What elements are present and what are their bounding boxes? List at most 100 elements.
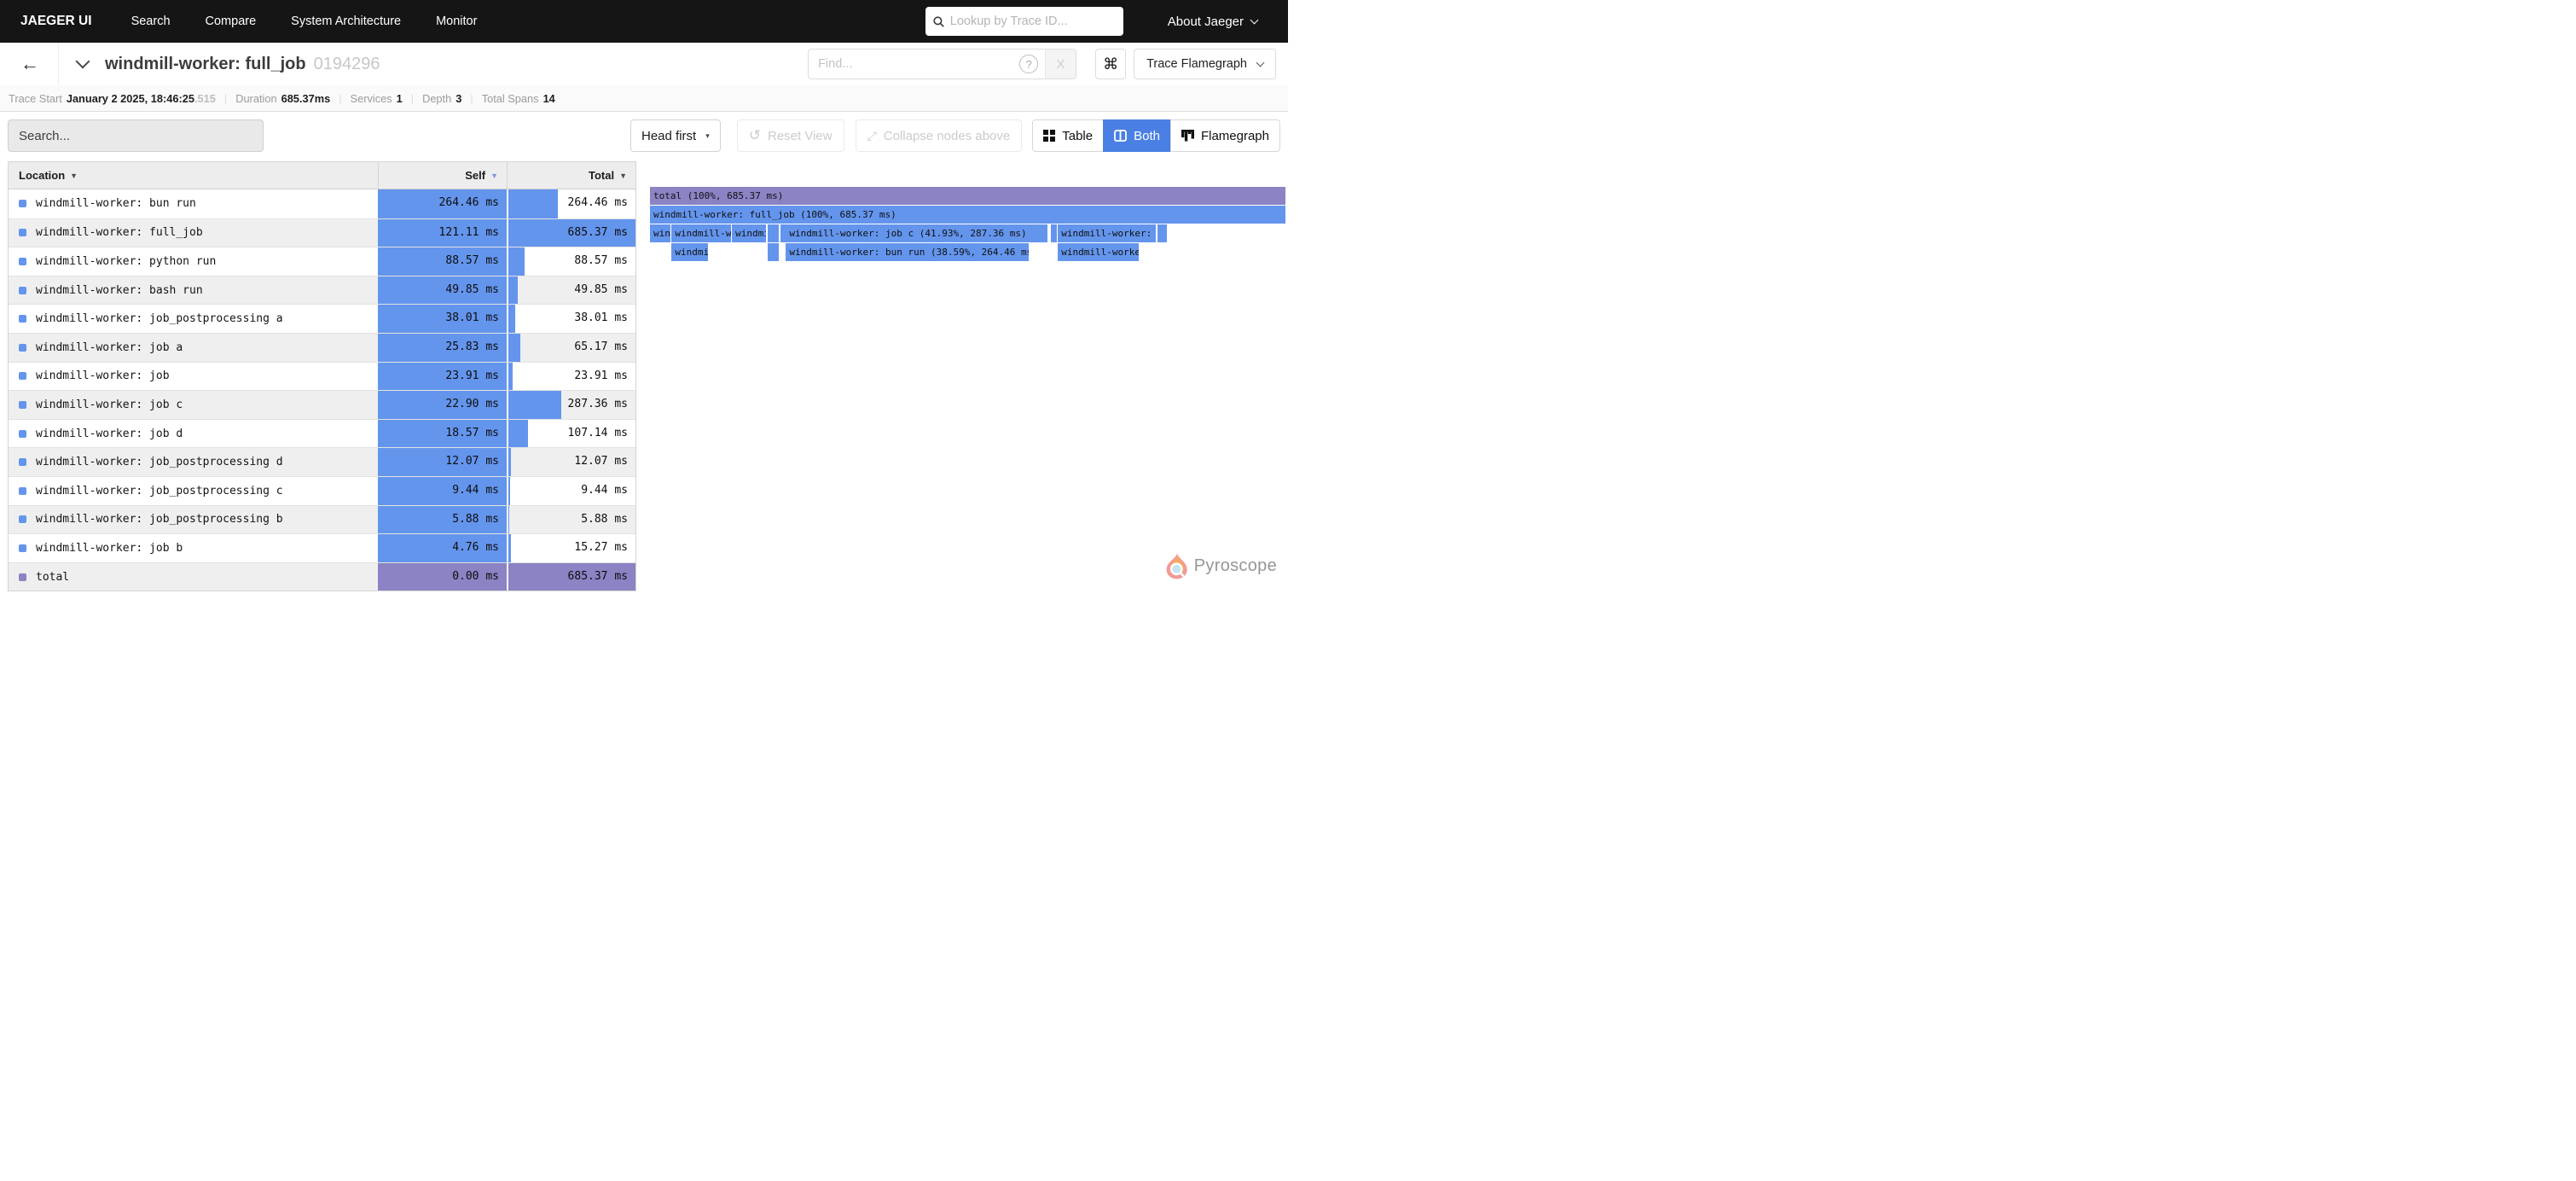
collapse-nodes-above-button[interactable]: ⤢ Collapse nodes above — [855, 119, 1023, 152]
self-cell-value: 9.44 ms — [452, 483, 499, 497]
value-bar — [378, 448, 507, 476]
table-row[interactable]: windmill-worker: job b 4.76 ms 15.27 ms — [9, 533, 635, 562]
flame-segment[interactable] — [767, 224, 780, 242]
value-bar — [508, 305, 516, 333]
location-column-header[interactable]: Location ▼ — [9, 162, 378, 189]
location-label: windmill-worker: job — [36, 369, 170, 383]
value-bar — [508, 448, 511, 476]
self-cell-value: 0.00 ms — [452, 569, 499, 583]
self-cell-value: 49.85 ms — [445, 282, 499, 296]
table-row[interactable]: windmill-worker: job d 18.57 ms 107.14 ms — [9, 418, 635, 448]
flamegraph-canvas: total (100%, 685.37 ms) windmill-worker: … — [650, 186, 1285, 289]
jaeger-ui-logo[interactable]: JAEGER UI — [20, 14, 92, 28]
table-row[interactable]: windmill-worker: job_postprocessing d 12.… — [9, 447, 635, 476]
row-color-icon — [19, 372, 26, 381]
value-bar — [508, 247, 525, 276]
nav-item-system-architecture[interactable]: System Architecture — [291, 15, 402, 28]
location-label: windmill-worker: job a — [36, 340, 183, 354]
table-header-row: Location ▼ Self ▼ Total ▼ — [9, 162, 635, 189]
view-toggle-flamegraph[interactable]: Flamegraph — [1169, 119, 1280, 152]
help-icon[interactable]: ? — [1019, 55, 1039, 73]
find-input[interactable]: Find... — [818, 57, 853, 71]
about-jaeger-menu[interactable]: About Jaeger — [1168, 15, 1259, 29]
table-row[interactable]: windmill-worker: job c 22.90 ms 287.36 ms — [9, 390, 635, 419]
value-bar — [378, 391, 507, 419]
flame-segment[interactable]: windmill-worker: job (3.49%, 23.91 ms) — [650, 224, 670, 242]
total-column-header[interactable]: Total ▼ — [507, 162, 635, 189]
table-row[interactable]: windmill-worker: job 23.91 ms 23.91 ms — [9, 361, 635, 391]
total-cell-value: 685.37 ms — [567, 569, 628, 583]
location-cell: windmill-worker: job b — [9, 534, 378, 562]
nav-item-search[interactable]: Search — [131, 15, 171, 28]
table-row[interactable]: windmill-worker: bun run 264.46 ms 264.46 … — [9, 189, 635, 218]
location-cell: windmill-worker: job — [9, 363, 378, 391]
trace-view-select[interactable]: Trace Flamegraph — [1134, 49, 1276, 79]
view-toggle-table[interactable]: Table — [1032, 119, 1105, 152]
clear-find-button[interactable]: X — [1045, 49, 1076, 79]
flame-segment[interactable]: windmill-worker: job_postprocessing a (5… — [732, 224, 767, 242]
flame-segment[interactable]: windmill-worker: job a (9.51%, 65.17 ms) — [671, 224, 731, 242]
sort-order-value: Head first — [641, 128, 697, 143]
value-bar — [508, 276, 518, 305]
value-bar — [378, 476, 507, 505]
location-label: windmill-worker: job_postprocessing b — [36, 513, 283, 527]
flamegraph-search-input[interactable]: Search... — [8, 119, 264, 152]
location-cell: windmill-worker: full_job — [9, 219, 378, 247]
table-row[interactable]: total 0.00 ms 685.37 ms — [9, 561, 635, 591]
sort-order-select[interactable]: Head first ▾ — [630, 119, 721, 152]
flame-segment[interactable]: windmill-worker: job c (41.93%, 287.36 m… — [786, 224, 1048, 242]
self-header-label: Self — [465, 169, 486, 182]
keyboard-shortcuts-button[interactable]: ⌘ — [1095, 49, 1127, 79]
table-row[interactable]: windmill-worker: job_postprocessing b 5.8… — [9, 504, 635, 534]
total-cell-value: 264.46 ms — [567, 196, 628, 209]
total-cell: 65.17 ms — [507, 333, 635, 362]
trace-id-lookup-input[interactable]: Lookup by Trace ID... — [925, 7, 1123, 36]
nav-item-monitor[interactable]: Monitor — [436, 15, 478, 28]
table-row[interactable]: windmill-worker: bash run 49.85 ms 49.85 m… — [9, 275, 635, 305]
flame-segment[interactable]: windmill-worker: full_job (100%, 685.37 … — [650, 205, 1285, 224]
view-toggle-both[interactable]: Both — [1103, 119, 1171, 152]
total-cell: 685.37 ms — [507, 218, 635, 247]
flame-segment[interactable]: windmill-worker: bun run (38.59%, 264.46… — [786, 243, 1029, 262]
total-cell-value: 287.36 ms — [567, 398, 628, 411]
table-row[interactable]: windmill-worker: job_postprocessing c 9.4… — [9, 475, 635, 505]
flame-segment[interactable] — [1051, 224, 1057, 242]
row-color-icon — [19, 315, 26, 323]
location-header-label: Location — [19, 169, 66, 182]
trace-start-value: January 2 2025, 18:46:25 — [66, 91, 194, 105]
flame-segment[interactable] — [1157, 224, 1168, 242]
row-color-icon — [19, 486, 26, 495]
arrow-left-icon: ← — [20, 53, 39, 74]
location-cell: windmill-worker: job_postprocessing c — [9, 477, 378, 505]
services-value: 1 — [396, 91, 403, 105]
location-label: windmill-worker: job_postprocessing a — [36, 312, 283, 326]
table-row[interactable]: windmill-worker: job_postprocessing a 38.… — [9, 304, 635, 333]
flamegraph-icon — [1181, 130, 1194, 142]
trace-view-select-value: Trace Flamegraph — [1146, 57, 1247, 71]
table-row[interactable]: windmill-worker: python run 88.57 ms 88.57… — [9, 247, 635, 276]
self-column-header[interactable]: Self ▼ — [378, 162, 507, 189]
flame-segment[interactable]: total (100%, 685.37 ms) — [650, 186, 1285, 205]
location-cell: windmill-worker: job c — [9, 391, 378, 419]
location-label: total — [36, 570, 70, 584]
trace-header-controls: Find... ? X ⌘ Trace Flamegraph — [808, 49, 1276, 79]
self-cell-value: 23.91 ms — [445, 369, 499, 382]
view-toggle-group: Table Both Flamegraph — [1032, 119, 1280, 152]
nav-item-compare[interactable]: Compare — [205, 15, 257, 28]
flame-segment[interactable] — [767, 243, 780, 262]
back-button[interactable]: ← — [0, 43, 58, 85]
divider: | — [339, 91, 342, 105]
collapse-trace-chevron-icon[interactable] — [75, 54, 90, 69]
table-row[interactable]: windmill-worker: job a 25.83 ms 65.17 ms — [9, 332, 635, 362]
view-toggle-both-label: Both — [1134, 128, 1160, 143]
flame-segment[interactable] — [780, 224, 786, 242]
value-bar — [378, 419, 507, 448]
table-row[interactable]: windmill-worker: full_job 121.11 ms 685.37… — [9, 218, 635, 247]
flamegraph-controls: Search... Head first ▾ ↺ Reset View ⤢ Co… — [0, 112, 1288, 160]
total-cell-value: 107.14 ms — [567, 426, 628, 439]
flame-segment[interactable]: windmill-worker: bash run — [671, 243, 708, 262]
reset-view-button[interactable]: ↺ Reset View — [736, 119, 844, 152]
flame-segment[interactable]: windmill-worker: job d (15.63%, 107.14 m… — [1058, 224, 1156, 242]
self-cell-value: 38.01 ms — [445, 311, 499, 325]
flame-segment[interactable]: windmill-worker: python run (12.92%, 88.… — [1058, 243, 1139, 262]
